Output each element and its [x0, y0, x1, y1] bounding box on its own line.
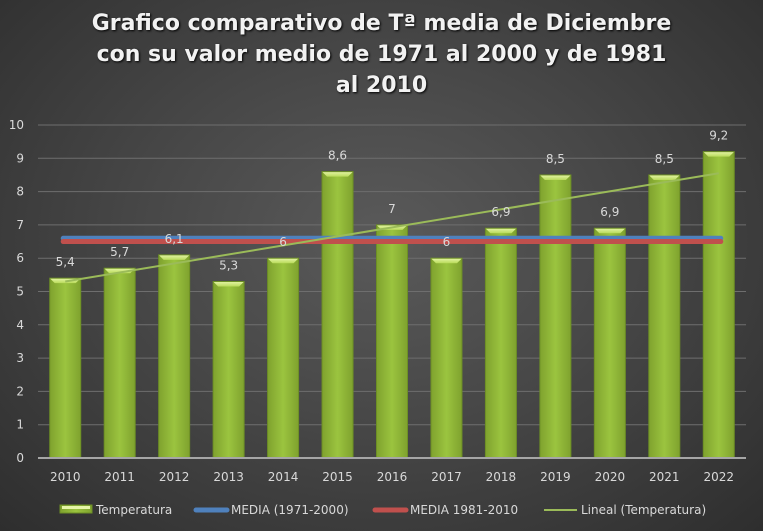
bar-body — [158, 254, 190, 458]
data-label: 6,1 — [165, 232, 184, 246]
chart-title: Grafico comparativo de Tª media de Dicie… — [0, 8, 763, 101]
data-label: 6 — [279, 235, 287, 249]
x-tick-label: 2011 — [104, 470, 135, 484]
y-tick-label: 7 — [16, 218, 24, 232]
bar-body — [703, 151, 735, 458]
x-tick-label: 2021 — [649, 470, 680, 484]
x-tick-label: 2014 — [268, 470, 299, 484]
bar-bevel — [594, 228, 626, 234]
bar — [212, 281, 245, 459]
data-label: 8,6 — [328, 149, 347, 163]
bar-bevel — [158, 254, 190, 260]
chart-title-line-3: al 2010 — [335, 73, 428, 98]
x-tick-label: 2016 — [377, 470, 408, 484]
legend-label-media-1971-2000: MEDIA (1971-2000) — [231, 503, 349, 517]
bar — [267, 257, 300, 459]
chart-title-line-1: Grafico comparativo de Tª media de Dicie… — [91, 11, 672, 36]
legend-label-media-1981-2010: MEDIA 1981-2010 — [410, 503, 518, 517]
data-label: 6,9 — [600, 205, 619, 219]
x-tick-label: 2013 — [213, 470, 244, 484]
y-tick-label: 5 — [16, 285, 24, 299]
data-label: 5,3 — [219, 259, 238, 273]
bar-body — [267, 258, 299, 458]
y-axis: 0 1 2 3 4 5 6 7 8 9 10 — [9, 118, 24, 465]
data-label: 8,5 — [546, 152, 565, 166]
bar — [103, 267, 136, 459]
bar — [321, 171, 354, 459]
trendline — [65, 172, 719, 283]
x-axis: 2010 2011 2012 2013 2014 2015 2016 2017 2018 2019… — [38, 457, 746, 484]
bar-body — [594, 228, 626, 458]
x-tick-label: 2019 — [540, 470, 571, 484]
x-tick-label: 2018 — [486, 470, 517, 484]
y-tick-label: 8 — [16, 185, 24, 199]
x-tick-label: 2017 — [431, 470, 462, 484]
data-label: 7 — [388, 202, 396, 216]
data-labels: 5,4 5,7 6,1 5,3 6 8,6 7 6 6,9 8,5 6,9 8,5 9,2 — [56, 129, 729, 273]
bar-bevel — [648, 174, 680, 180]
x-tick-label: 2020 — [595, 470, 626, 484]
bar-bevel — [213, 281, 245, 287]
x-tick-label: 2012 — [159, 470, 190, 484]
bar — [430, 257, 463, 459]
y-tick-label: 10 — [9, 118, 24, 132]
bar-body — [376, 224, 408, 458]
data-label: 5,7 — [110, 245, 129, 259]
legend-label-trendline: Lineal (Temperatura) — [581, 503, 706, 517]
legend: Temperatura MEDIA (1971-2000) MEDIA 1981-2… — [59, 503, 706, 517]
bar-bevel — [539, 174, 571, 180]
bar — [158, 254, 191, 459]
bar-body — [104, 268, 136, 458]
data-label: 9,2 — [709, 129, 728, 143]
bar-bevel — [267, 258, 299, 264]
bar-body — [648, 174, 680, 458]
data-label: 5,4 — [56, 255, 75, 269]
data-label: 6,9 — [491, 205, 510, 219]
y-tick-label: 2 — [16, 384, 24, 398]
bar — [593, 227, 626, 459]
bar-body — [49, 278, 81, 458]
y-tick-label: 4 — [16, 318, 24, 332]
bar-bevel — [430, 258, 462, 264]
bar-body — [322, 171, 354, 458]
bar — [49, 277, 82, 459]
bar — [539, 174, 572, 459]
bar — [702, 151, 735, 459]
data-label: 6 — [443, 235, 451, 249]
bar-bevel — [703, 151, 735, 157]
bar-body — [485, 228, 517, 458]
y-tick-label: 9 — [16, 151, 24, 165]
bar-body — [213, 281, 245, 458]
y-tick-label: 3 — [16, 351, 24, 365]
y-tick-label: 0 — [16, 451, 24, 465]
y-tick-label: 6 — [16, 251, 24, 265]
x-tick-label: 2010 — [50, 470, 81, 484]
line-series — [60, 172, 724, 283]
x-tick-label: 2022 — [703, 470, 734, 484]
y-tick-label: 1 — [16, 418, 24, 432]
bar-bevel — [322, 171, 354, 177]
bar-body — [430, 258, 462, 458]
chart-title-line-2: con su valor medio de 1971 al 2000 y de … — [96, 42, 667, 67]
bar — [648, 174, 681, 459]
bar-series-temperatura — [49, 151, 735, 459]
bar-bevel — [485, 228, 517, 234]
data-label: 8,5 — [655, 152, 674, 166]
legend-swatch-temperatura — [59, 504, 93, 514]
bar — [484, 227, 517, 459]
legend-swatch-bevel — [62, 506, 90, 509]
bar-body — [539, 174, 571, 458]
bar — [376, 224, 408, 459]
legend-label-temperatura: Temperatura — [95, 503, 172, 517]
x-tick-label: 2015 — [322, 470, 353, 484]
